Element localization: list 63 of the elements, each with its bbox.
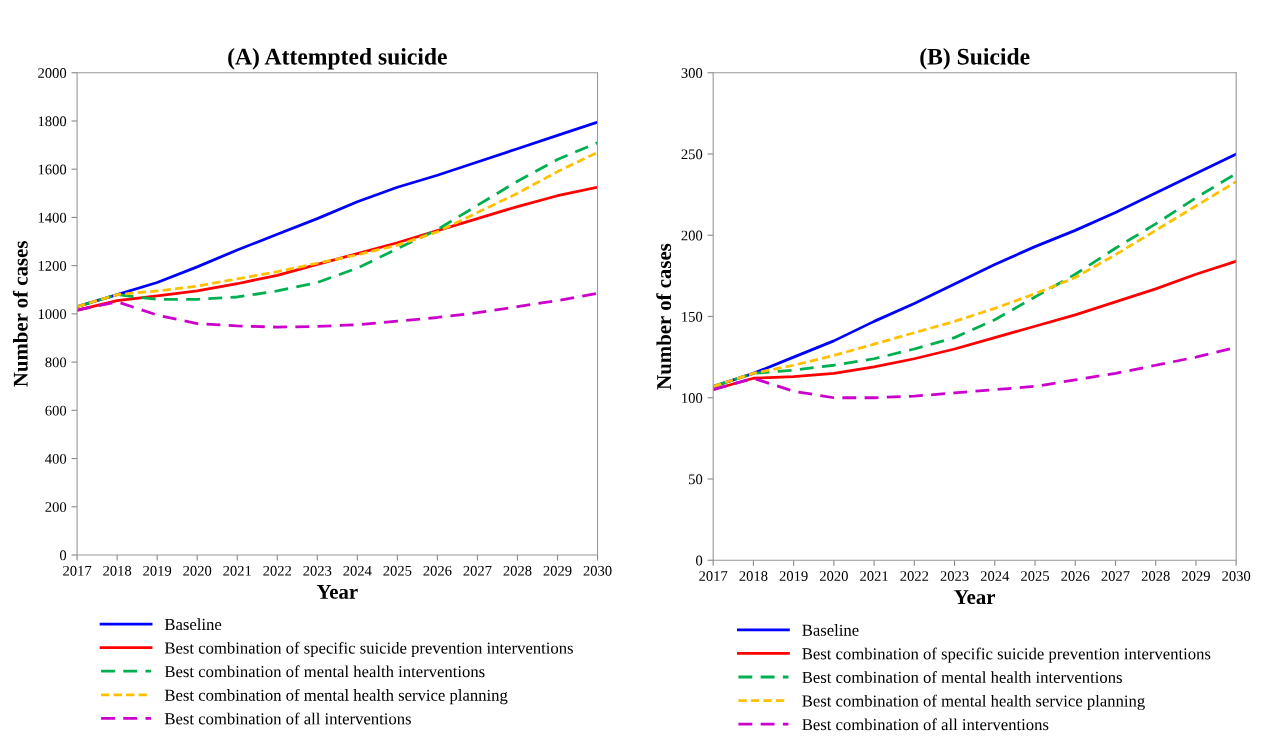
legend-label: Best combination of all interventions <box>164 712 411 725</box>
y-tick-label: 0 <box>59 550 67 561</box>
x-tick-label: 2029 <box>543 565 572 576</box>
x-axis-title: Year <box>954 590 996 605</box>
y-tick-label: 200 <box>45 502 67 512</box>
x-tick-label: 2023 <box>940 571 969 581</box>
legend-label: Best combination of mental health interventions <box>802 671 1122 683</box>
y-tick-label: 300 <box>681 68 703 78</box>
x-tick-label: 2027 <box>463 565 492 576</box>
x-axis-title: Year <box>316 585 358 599</box>
x-tick-label: 2026 <box>423 565 452 576</box>
y-axis-title: Number of cases <box>656 243 672 390</box>
x-tick-label: 2025 <box>383 565 412 576</box>
line-series <box>77 291 598 329</box>
y-tick-label: 600 <box>45 405 67 416</box>
y-tick-label: 800 <box>45 357 67 368</box>
y-tick-label: 100 <box>682 393 703 403</box>
chart-title: (A) Attempted suicide <box>228 48 447 70</box>
x-tick-label: 2029 <box>1182 571 1210 581</box>
x-tick-label: 2024 <box>343 565 372 576</box>
x-tick-label: 2020 <box>183 565 212 576</box>
x-tick-label: 2027 <box>1101 571 1130 581</box>
y-tick-label: 1800 <box>38 116 67 127</box>
x-tick-label: 2028 <box>503 565 532 576</box>
x-tick-label: 2026 <box>1061 571 1090 581</box>
x-tick-label: 2024 <box>980 571 1010 581</box>
legend-label: Best combination of mental health service planning <box>164 688 508 705</box>
x-tick-label: 2017 <box>63 565 92 576</box>
y-tick-label: 400 <box>45 453 67 464</box>
y-tick-label: 200 <box>681 230 703 241</box>
x-tick-label: 2025 <box>1021 571 1050 581</box>
chart-title: (B) Suicide <box>920 48 1030 70</box>
x-tick-label: 2021 <box>223 565 251 576</box>
y-tick-label: 2000 <box>38 68 67 78</box>
y-axis-title: Number of cases <box>12 241 28 387</box>
x-tick-label: 2030 <box>583 565 612 576</box>
y-tick-label: 50 <box>689 474 703 485</box>
legend-label: Baseline <box>164 618 222 631</box>
y-tick-label: 1600 <box>38 164 67 175</box>
x-tick-label: 2022 <box>263 565 292 576</box>
x-tick-label: 2028 <box>1141 571 1170 581</box>
x-tick-label: 2019 <box>143 565 172 576</box>
x-tick-label: 2023 <box>303 565 332 576</box>
y-tick-label: 0 <box>696 555 703 566</box>
legend-label: Best combination of mental health service planning <box>802 694 1145 711</box>
legend-label: Best combination of specific suicide prevention interventions <box>802 647 1211 663</box>
y-tick-label: 250 <box>681 149 703 160</box>
x-tick-label: 2018 <box>103 565 132 576</box>
y-tick-label: 1000 <box>38 309 67 320</box>
x-tick-label: 2018 <box>739 571 768 581</box>
x-tick-label: 2017 <box>699 571 728 581</box>
y-tick-label: 1200 <box>38 261 67 271</box>
x-tick-label: 2019 <box>779 571 808 581</box>
y-tick-label: 1400 <box>38 212 67 223</box>
x-tick-label: 2022 <box>900 571 929 581</box>
legend-label: Best combination of all interventions <box>802 718 1049 731</box>
legend-label: Baseline <box>802 624 859 636</box>
x-tick-label: 2020 <box>819 571 848 581</box>
x-tick-label: 2021 <box>860 571 888 581</box>
x-tick-label: 2030 <box>1222 571 1251 581</box>
legend-label: Best combination of mental health interventions <box>164 665 485 678</box>
legend-label: Best combination of specific suicide prevention interventions <box>164 641 573 658</box>
y-tick-label: 150 <box>682 311 703 322</box>
